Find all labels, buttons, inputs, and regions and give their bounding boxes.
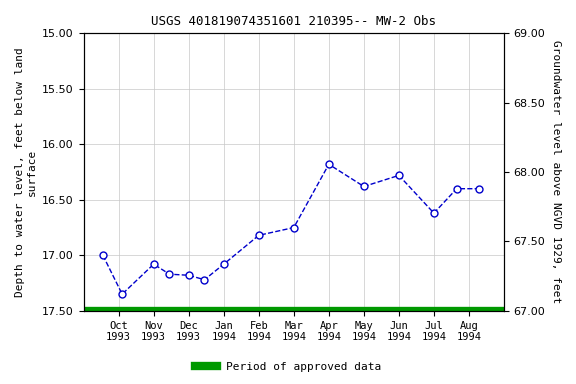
- Y-axis label: Depth to water level, feet below land
surface: Depth to water level, feet below land su…: [15, 47, 37, 297]
- Title: USGS 401819074351601 210395-- MW-2 Obs: USGS 401819074351601 210395-- MW-2 Obs: [151, 15, 436, 28]
- Y-axis label: Groundwater level above NGVD 1929, feet: Groundwater level above NGVD 1929, feet: [551, 40, 561, 304]
- Legend: Period of approved data: Period of approved data: [191, 358, 385, 377]
